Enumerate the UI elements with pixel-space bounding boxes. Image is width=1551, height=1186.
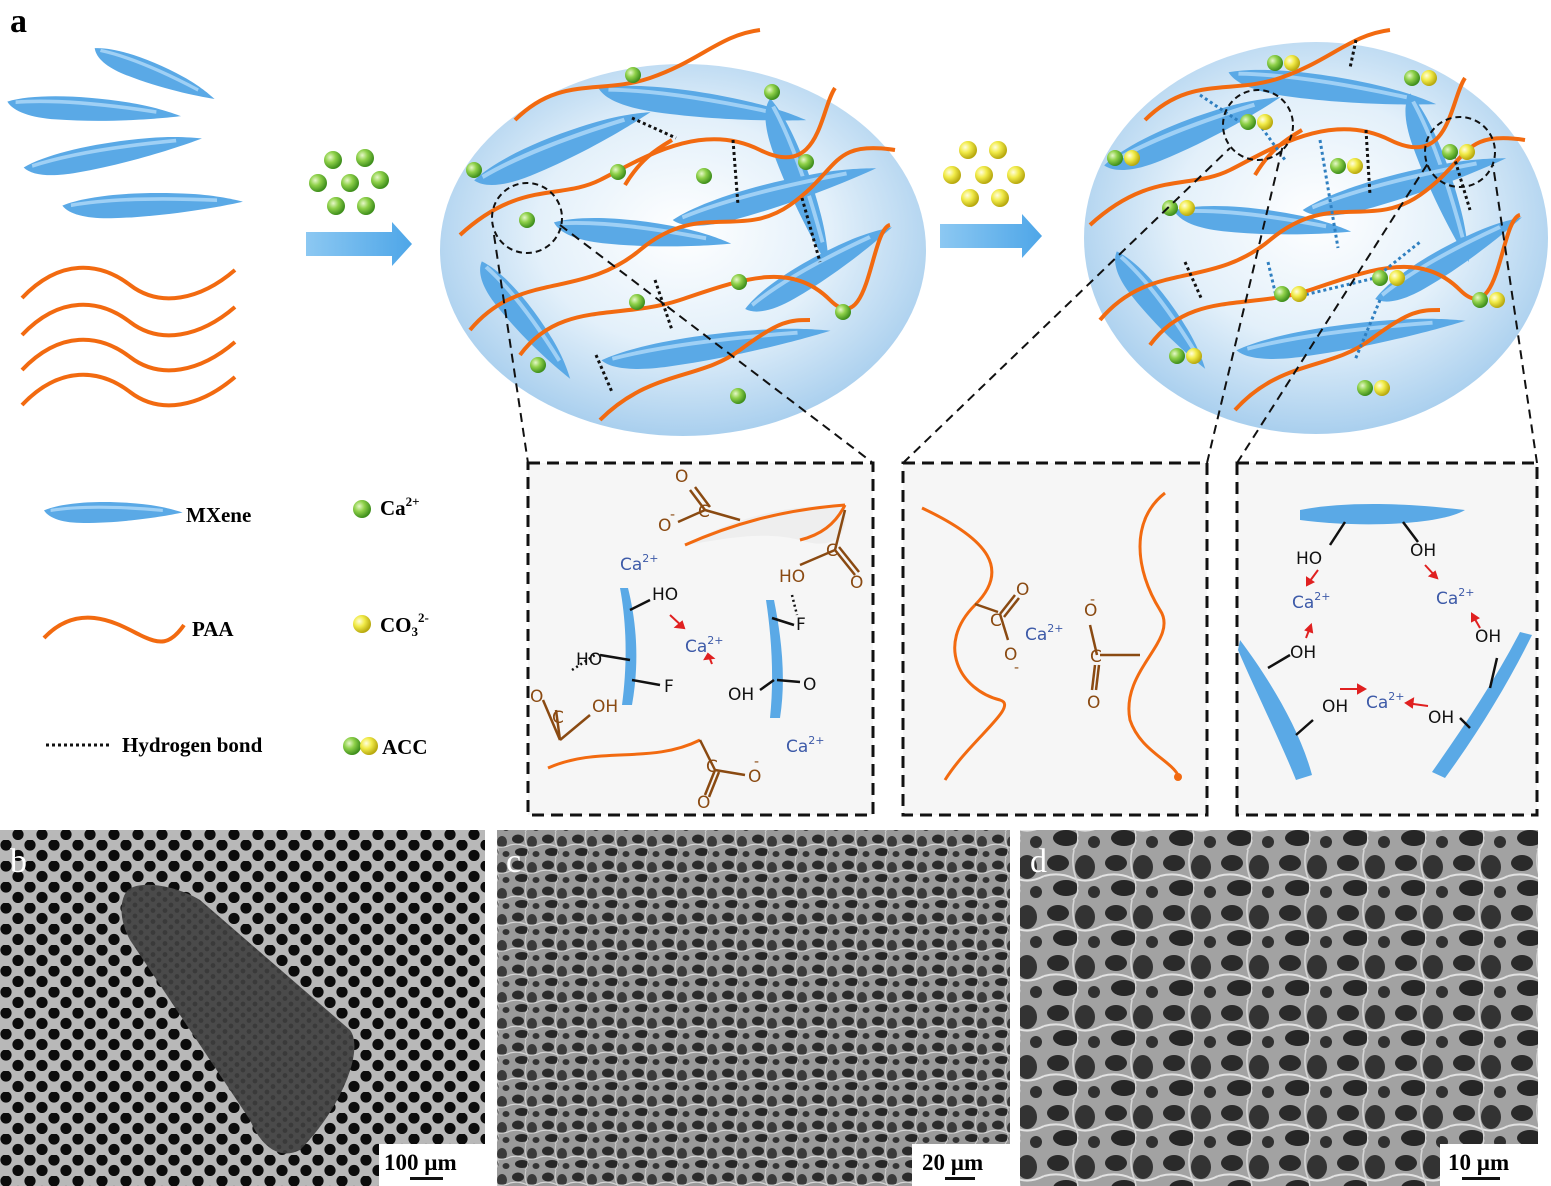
chem-o-10: O — [1084, 601, 1097, 621]
chem-oh-5: OH — [1475, 627, 1501, 647]
co3-ion-cluster — [943, 141, 1025, 207]
chem-o-5: O — [697, 793, 710, 813]
chem-oh-4: OH — [1290, 643, 1316, 663]
chem-c-6: C — [1090, 647, 1102, 667]
chem-c-3: C — [552, 708, 564, 728]
chem-oh-3: OH — [1410, 541, 1436, 561]
chem-o-3: O — [850, 573, 863, 593]
chem-minus-3: - — [1014, 660, 1019, 676]
scalebar-d-bar — [1462, 1177, 1500, 1180]
scalebar-c-label: 20 µm — [922, 1150, 983, 1175]
ion-ca-label-4: Ca2+ — [1025, 622, 1064, 645]
chem-ho-1: HO — [779, 567, 805, 587]
panel-label-a: a — [10, 3, 27, 40]
panel-label-b: b — [10, 843, 27, 880]
panel-label-d: d — [1030, 843, 1047, 880]
ion-ca-label-2: Ca2+ — [685, 634, 724, 657]
detail-box-3: HO OH OH OH OH OH Ca2+ Ca2+ Ca2+ — [1235, 461, 1539, 817]
process-arrow-1 — [306, 222, 412, 266]
ion-ca-label-3: Ca2+ — [786, 734, 825, 757]
paa-chain-group — [20, 265, 237, 408]
chem-ho-4: HO — [1296, 549, 1322, 569]
panel-label-c: c — [506, 843, 521, 880]
chem-o-9: O — [1004, 645, 1017, 665]
detail-box-2: C O O - O - C O Ca2+ — [901, 461, 1209, 817]
ion-ca-label-7: Ca2+ — [1366, 690, 1405, 713]
legend-co3-label: CO32- — [380, 610, 429, 639]
process-arrow-2 — [940, 214, 1042, 258]
chem-minus-4: - — [1090, 592, 1095, 608]
scalebar-c-bar — [945, 1177, 975, 1180]
chem-f-1: F — [664, 677, 674, 697]
ion-ca-label-1: Ca2+ — [620, 552, 659, 575]
legend-mxene-label: MXene — [186, 503, 251, 527]
legend-hbond-label: Hydrogen bond — [122, 733, 263, 757]
sem-panel-c: c 20 µm — [497, 830, 1010, 1186]
ion-ca-label-6: Ca2+ — [1436, 586, 1475, 609]
chem-o-8: O — [1016, 580, 1029, 600]
mxene-flake-group — [4, 38, 246, 222]
chem-c-2: C — [826, 541, 838, 561]
scalebar-b-bar — [410, 1177, 443, 1180]
chem-oh-2: OH — [728, 685, 754, 705]
chem-minus-2: - — [754, 754, 759, 770]
chem-o-4: O — [530, 687, 543, 707]
chem-o-2: O — [658, 516, 671, 536]
legend-ca-icon — [353, 500, 371, 518]
sem-panel-d: d 10 µm — [1020, 830, 1538, 1186]
chem-oh-6: OH — [1322, 697, 1348, 717]
hydrogel-sphere-1 — [440, 28, 926, 436]
chem-f-2: F — [796, 615, 806, 635]
scalebar-b-label: 100 µm — [384, 1150, 457, 1175]
legend-acc-label: ACC — [382, 735, 428, 759]
legend-paa-label: PAA — [192, 617, 234, 641]
hydrogel-sphere-2 — [1084, 28, 1548, 434]
detail-box-1: O C O - C O HO O C OH C O O - HO HO F F … — [526, 461, 875, 817]
legend-paa-icon — [42, 615, 186, 644]
zoom-guides — [493, 144, 1538, 464]
chem-oh-7: OH — [1428, 708, 1454, 728]
chem-ho-3: HO — [576, 650, 602, 670]
legend-acc-icon-ca — [343, 737, 361, 755]
chem-c-5: C — [990, 611, 1002, 631]
chem-o-1: O — [675, 467, 688, 487]
chem-o-11: O — [1087, 693, 1100, 713]
chem-c-4: C — [706, 757, 718, 777]
sem-panel-b: b 100 µm — [0, 830, 485, 1186]
legend: MXene Ca2+ PAA CO32- Hydrogen bond ACC — [42, 494, 429, 759]
legend-mxene-icon — [42, 500, 185, 525]
scalebar-d-label: 10 µm — [1448, 1150, 1509, 1175]
legend-co3-icon — [353, 615, 371, 633]
chem-minus-1: - — [670, 507, 675, 523]
chem-o-7: O — [803, 675, 816, 695]
chem-ho-2: HO — [652, 585, 678, 605]
chem-oh-1: OH — [592, 697, 618, 717]
chem-c-1: C — [698, 502, 710, 522]
ca-ion-cluster — [309, 149, 389, 215]
ion-ca-label-5: Ca2+ — [1292, 590, 1331, 613]
sem-flake — [121, 884, 355, 1154]
chem-o-6: O — [748, 767, 761, 787]
legend-acc-icon-co3 — [360, 737, 378, 755]
legend-ca-label: Ca2+ — [380, 494, 420, 520]
